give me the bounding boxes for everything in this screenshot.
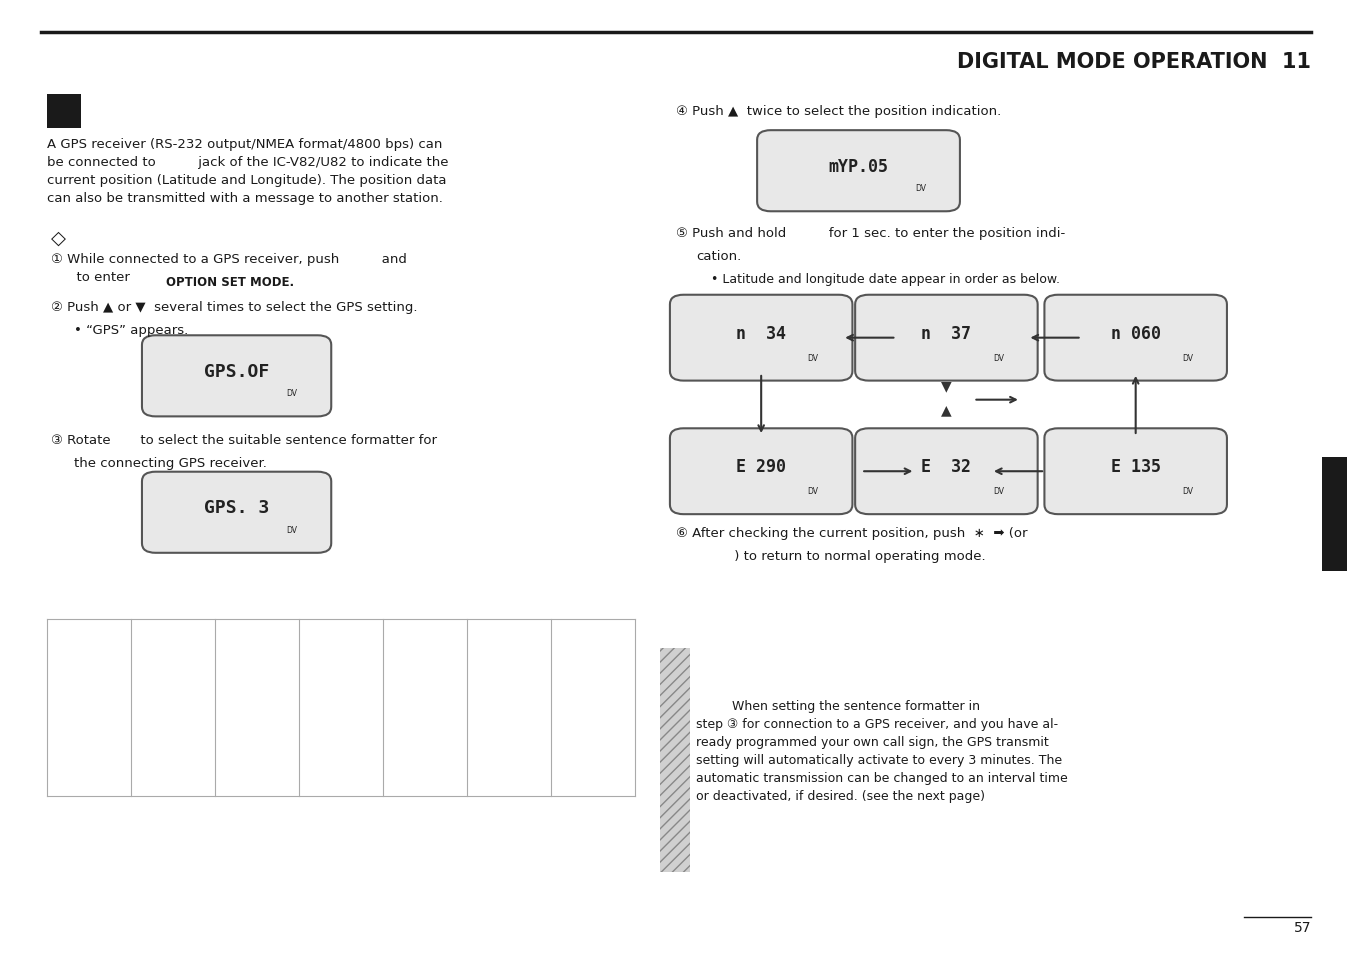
Text: DV: DV xyxy=(915,184,926,193)
Text: ▼: ▼ xyxy=(941,379,952,393)
Text: mYP.05: mYP.05 xyxy=(829,158,888,175)
Text: ) to return to normal operating mode.: ) to return to normal operating mode. xyxy=(713,549,986,562)
Text: When setting the sentence formatter in
step ③ for connection to a GPS receiver, : When setting the sentence formatter in s… xyxy=(696,700,1068,801)
Text: n  34: n 34 xyxy=(737,325,786,342)
FancyBboxPatch shape xyxy=(660,648,690,872)
FancyBboxPatch shape xyxy=(142,473,331,553)
FancyBboxPatch shape xyxy=(1044,429,1228,515)
Text: GPS. 3: GPS. 3 xyxy=(204,499,269,517)
Text: GPS.OF: GPS.OF xyxy=(204,363,269,380)
Text: n  37: n 37 xyxy=(922,325,971,342)
FancyBboxPatch shape xyxy=(669,295,852,381)
FancyBboxPatch shape xyxy=(47,95,81,129)
FancyBboxPatch shape xyxy=(1044,295,1228,381)
Text: DV: DV xyxy=(992,354,1003,362)
FancyBboxPatch shape xyxy=(142,336,331,417)
Text: E  32: E 32 xyxy=(922,458,971,476)
FancyBboxPatch shape xyxy=(669,429,852,515)
Text: ⑥ After checking the current position, push  ∗  ➡ (or: ⑥ After checking the current position, p… xyxy=(676,526,1028,539)
Text: ⑤ Push and hold          for 1 sec. to enter the position indi-: ⑤ Push and hold for 1 sec. to enter the … xyxy=(676,227,1065,240)
FancyBboxPatch shape xyxy=(1322,457,1347,572)
Text: ③ Rotate       to select the suitable sentence formatter for: ③ Rotate to select the suitable sentence… xyxy=(51,434,438,447)
Text: E 135: E 135 xyxy=(1111,458,1160,476)
Text: DIGITAL MODE OPERATION  11: DIGITAL MODE OPERATION 11 xyxy=(957,52,1311,72)
Text: DV: DV xyxy=(1182,354,1192,362)
FancyBboxPatch shape xyxy=(757,132,960,213)
Text: 57: 57 xyxy=(1294,920,1311,934)
Text: n 060: n 060 xyxy=(1111,325,1160,342)
Text: DV: DV xyxy=(807,487,818,496)
FancyBboxPatch shape xyxy=(854,429,1037,515)
Text: ② Push ▲ or ▼  several times to select the GPS setting.: ② Push ▲ or ▼ several times to select th… xyxy=(51,300,418,314)
FancyBboxPatch shape xyxy=(854,295,1037,381)
Text: OPTION SET MODE.: OPTION SET MODE. xyxy=(166,275,295,289)
Text: DV: DV xyxy=(1182,487,1192,496)
Text: ① While connected to a GPS receiver, push          and
      to enter: ① While connected to a GPS receiver, pus… xyxy=(51,253,407,283)
Text: A GPS receiver (RS-232 output/NMEA format/4800 bps) can
be connected to         : A GPS receiver (RS-232 output/NMEA forma… xyxy=(47,138,449,205)
Text: E 290: E 290 xyxy=(737,458,786,476)
Text: cation.: cation. xyxy=(696,250,741,263)
Text: DV: DV xyxy=(287,525,297,534)
Text: the connecting GPS receiver.: the connecting GPS receiver. xyxy=(74,456,268,470)
Text: • Latitude and longitude date appear in order as below.: • Latitude and longitude date appear in … xyxy=(711,273,1060,286)
Text: DV: DV xyxy=(807,354,818,362)
Text: DV: DV xyxy=(287,389,297,398)
Text: DV: DV xyxy=(992,487,1003,496)
Text: ④ Push ▲  twice to select the position indication.: ④ Push ▲ twice to select the position in… xyxy=(676,105,1002,118)
Text: ▲: ▲ xyxy=(941,403,952,416)
Text: ◇: ◇ xyxy=(51,229,66,248)
Text: • “GPS” appears.: • “GPS” appears. xyxy=(74,324,189,337)
